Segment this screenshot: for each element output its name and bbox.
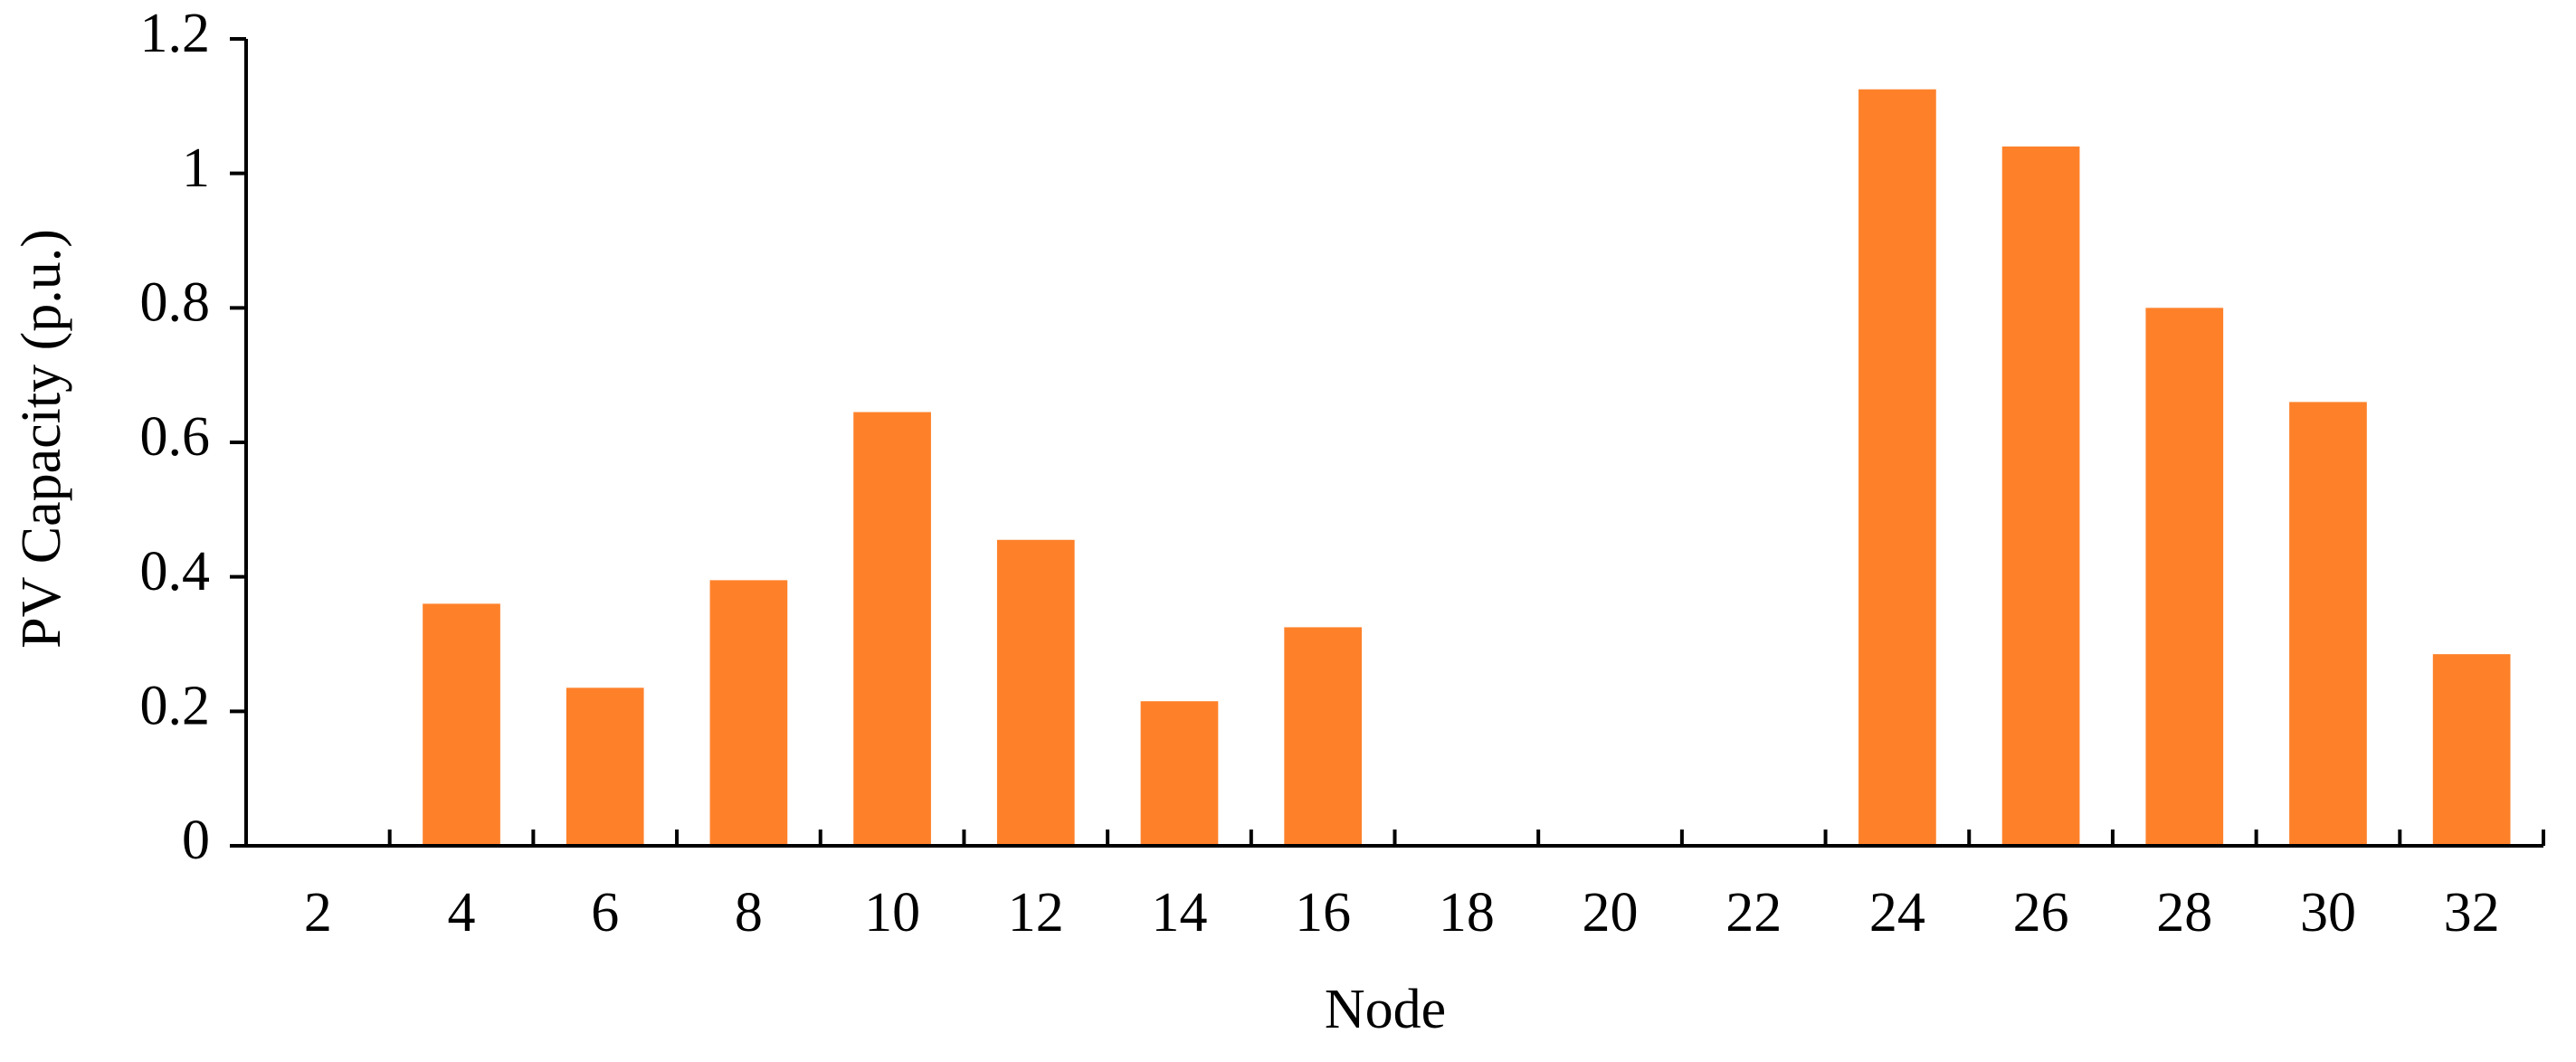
x-tick-label: 8 <box>735 882 763 943</box>
x-tick-label: 26 <box>2013 882 2069 943</box>
x-tick-label: 2 <box>304 882 332 943</box>
bar <box>709 580 788 846</box>
x-tick-label: 18 <box>1439 882 1495 943</box>
x-tick-label: 22 <box>1725 882 1782 943</box>
y-tick-label: 0.6 <box>140 406 211 468</box>
x-tick-label: 10 <box>864 882 920 943</box>
bar <box>1140 701 1219 846</box>
x-tick-label: 4 <box>448 882 476 943</box>
bar <box>853 412 931 846</box>
bar <box>2001 146 2080 846</box>
y-tick-label: 0.4 <box>140 541 211 602</box>
x-tick-label: 12 <box>1008 882 1064 943</box>
x-tick-label: 32 <box>2444 882 2500 943</box>
x-axis-label: Node <box>1325 979 1446 1040</box>
bar <box>1284 627 1363 846</box>
x-tick-label: 24 <box>1869 882 1925 943</box>
y-tick-label: 0.2 <box>140 676 211 737</box>
y-tick-label: 1.2 <box>140 3 211 64</box>
y-tick-label: 0 <box>182 810 210 871</box>
x-tick-label: 20 <box>1583 882 1639 943</box>
x-tick-label: 14 <box>1151 882 1207 943</box>
bar <box>996 539 1075 846</box>
bar <box>2289 402 2367 846</box>
x-tick-label: 6 <box>591 882 619 943</box>
y-axis-label: PV Capacity (p.u.) <box>11 229 72 649</box>
bar <box>2145 308 2224 846</box>
bar <box>1858 89 1936 846</box>
bar <box>2432 654 2511 846</box>
x-tick-label: 28 <box>2156 882 2212 943</box>
x-tick-label: 30 <box>2300 882 2356 943</box>
y-tick-label: 0.8 <box>140 272 211 334</box>
y-tick-label: 1 <box>182 137 210 199</box>
x-tick-label: 16 <box>1295 882 1351 943</box>
bar <box>566 687 644 846</box>
bar <box>423 603 500 846</box>
